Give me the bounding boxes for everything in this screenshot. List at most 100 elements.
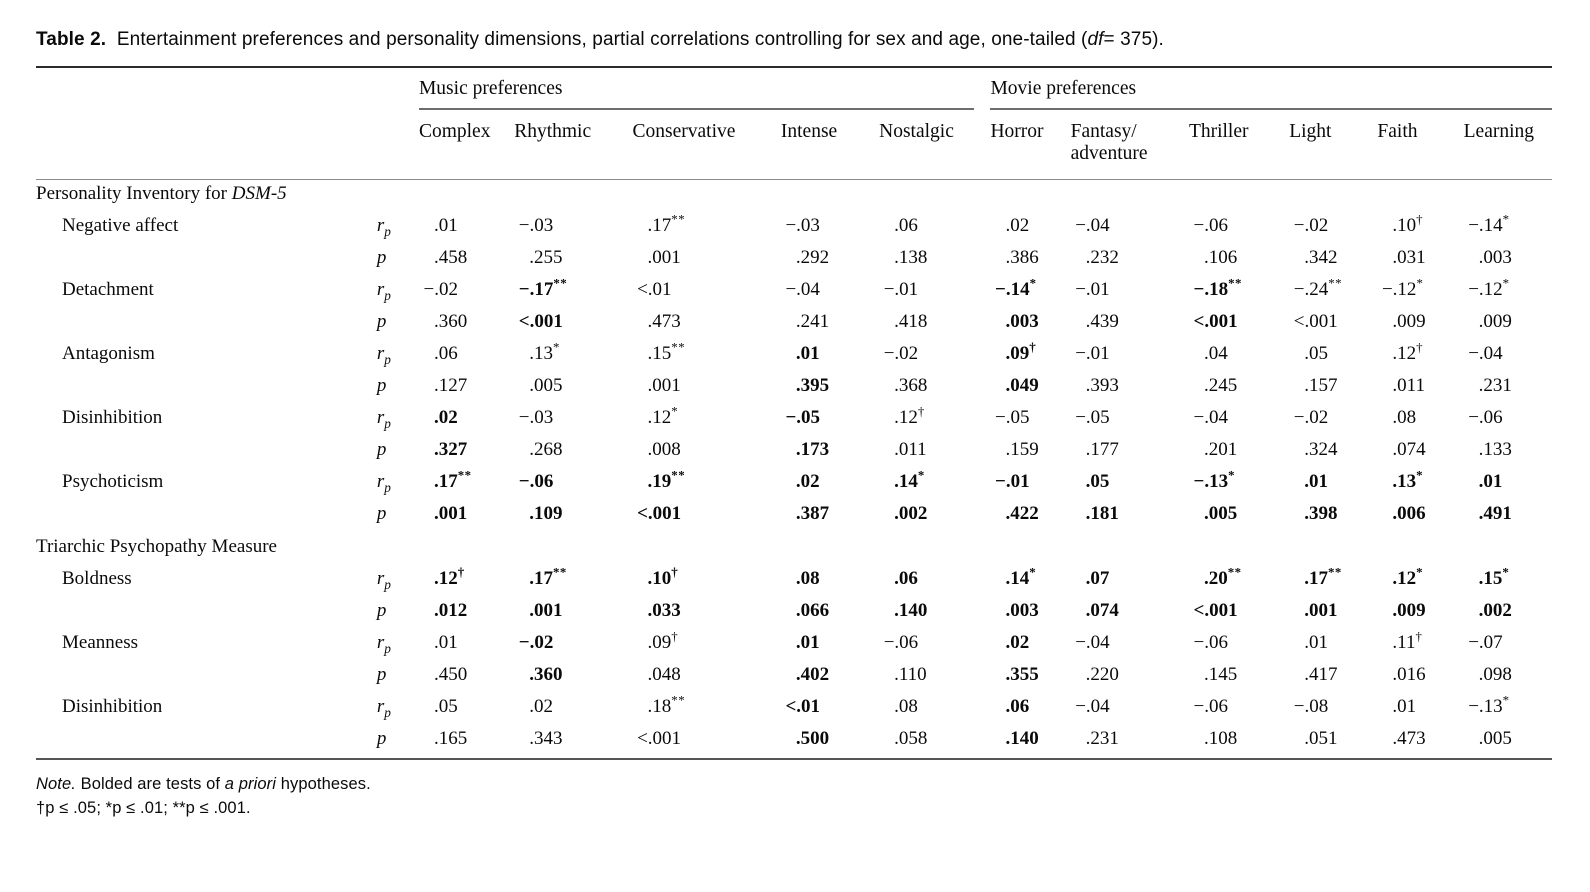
significance-marker: ** xyxy=(671,211,686,227)
note-line: Note. Bolded are tests of a priori hypot… xyxy=(36,773,1554,797)
trait-label: Disinhibition xyxy=(62,695,163,717)
stat-symbol: r xyxy=(376,214,385,236)
cell-p-value: .074 xyxy=(1377,437,1463,469)
cell-r-value: .14* xyxy=(879,468,990,501)
col-header-light: Light xyxy=(1289,111,1378,180)
significance-marker: * xyxy=(1502,692,1510,708)
cell-p-value: .140 xyxy=(990,726,1070,759)
value-number: .20 xyxy=(1203,567,1228,589)
cell-p-value: .098 xyxy=(1464,662,1552,694)
cell-r-value: .02 xyxy=(419,405,514,437)
col-header-nostalgic: Nostalgic xyxy=(879,111,991,180)
group-header-movie: Movie preferences xyxy=(990,67,1552,112)
value-number: .051 xyxy=(1304,727,1338,749)
value-number: .05 xyxy=(433,695,458,717)
trait-label: Boldness xyxy=(62,567,132,589)
cell-p-value: .255 xyxy=(514,245,632,277)
stat-symbol: p xyxy=(376,663,387,685)
value-number: .005 xyxy=(1478,727,1512,749)
cell-p-value: <.001 xyxy=(1289,309,1377,341)
stat-subscript: p xyxy=(384,640,391,656)
cell-p-value: <.001 xyxy=(1189,309,1289,341)
cell-p-value: .009 xyxy=(1464,309,1552,341)
cell-p-value: .473 xyxy=(1377,726,1463,759)
cell-p-value: .108 xyxy=(1189,726,1289,759)
value-number: −.06 xyxy=(1193,214,1228,236)
significance-marker: * xyxy=(1502,564,1510,580)
value-number: <.01 xyxy=(785,695,821,717)
cell-p-value: .231 xyxy=(1071,726,1189,759)
cell-r-value: .06 xyxy=(419,341,514,373)
value-number: −.14 xyxy=(1468,214,1503,236)
table-number: Table 2. xyxy=(36,29,107,50)
cell-p-value: .051 xyxy=(1289,726,1377,759)
data-row-r: Disinhibition rp .05.02.18** <.01.08.06 −.04… xyxy=(36,692,1552,726)
value-number: .002 xyxy=(1478,599,1512,621)
value-number: .473 xyxy=(647,310,681,332)
empty-label-header xyxy=(36,111,419,180)
significance-marker: ** xyxy=(671,692,686,708)
significance-marker: ** xyxy=(1328,275,1343,291)
value-number: .02 xyxy=(1005,214,1030,236)
value-number: .10 xyxy=(1392,214,1417,236)
cell-r-value: .02 xyxy=(514,694,632,726)
cell-r-value: −.06 xyxy=(1189,630,1289,662)
table-body: Personality Inventory for DSM-5 Negative … xyxy=(36,179,1552,759)
value-number: <.001 xyxy=(518,310,563,332)
cell-r-value: .09† xyxy=(990,340,1070,373)
cell-r-value: −.04 xyxy=(781,277,879,309)
trait-label xyxy=(36,309,377,341)
section-heading-row: Personality Inventory for DSM-5 xyxy=(36,179,1552,213)
value-number: .01 xyxy=(433,214,458,236)
cell-r-value: .01 xyxy=(1289,630,1377,662)
cell-p-value: .232 xyxy=(1071,245,1189,277)
value-number: .355 xyxy=(1005,663,1039,685)
cell-p-value: .159 xyxy=(990,437,1070,469)
value-number: .327 xyxy=(433,438,468,460)
cell-p-value: .003 xyxy=(1464,245,1552,277)
cell-r-value: −.18** xyxy=(1189,276,1289,309)
value-number: .031 xyxy=(1392,246,1426,268)
value-number: <.001 xyxy=(637,502,682,524)
cell-p-value: .127 xyxy=(419,373,514,405)
cell-p-value: .008 xyxy=(633,437,781,469)
cell-p-value: .368 xyxy=(879,373,990,405)
cell-r-value: −.17** xyxy=(514,276,632,309)
value-number: .398 xyxy=(1304,502,1338,524)
cell-r-value: −.01 xyxy=(879,277,990,309)
cell-r-value: −.14* xyxy=(1464,212,1552,245)
cell-p-value: .173 xyxy=(781,437,879,469)
value-number: −.12 xyxy=(1468,278,1503,300)
value-number: .393 xyxy=(1085,374,1119,396)
stat-subscript: p xyxy=(384,287,391,303)
note-text-a: Bolded are tests of xyxy=(75,774,225,793)
stat-label-r: rp xyxy=(377,694,419,726)
cell-r-value: .06 xyxy=(879,566,990,598)
col-header-faith: Faith xyxy=(1377,111,1464,180)
cell-r-value: .01 xyxy=(1289,469,1377,501)
cell-p-value: .058 xyxy=(879,726,990,759)
significance-marker: ** xyxy=(1227,564,1242,580)
trait-label xyxy=(36,501,377,533)
value-number: −.14 xyxy=(995,278,1030,300)
trait-label: Psychoticism xyxy=(62,470,164,492)
value-number: .418 xyxy=(894,310,928,332)
cell-r-value: −.05 xyxy=(781,405,879,437)
cell-r-value: −.13* xyxy=(1189,468,1289,501)
trait-label xyxy=(36,373,377,405)
trait-label xyxy=(36,245,377,277)
value-number: .177 xyxy=(1085,438,1119,460)
value-number: .439 xyxy=(1085,310,1119,332)
trait-label: Antagonism xyxy=(62,342,155,364)
value-number: .003 xyxy=(1478,246,1512,268)
value-number: .07 xyxy=(1085,567,1110,589)
data-row-p: p .001 .109 <.001 .387 .002 .422 .181 .005 .398 .0… xyxy=(36,501,1552,533)
value-number: <.001 xyxy=(637,727,682,749)
col-header-intense: Intense xyxy=(780,111,880,180)
stat-symbol: p xyxy=(376,727,387,749)
value-number: .006 xyxy=(1392,502,1426,524)
col-header-horror: Horror xyxy=(990,111,1071,180)
value-number: .458 xyxy=(433,246,468,268)
value-number: .01 xyxy=(795,631,820,653)
value-number: −.13 xyxy=(1193,470,1229,492)
